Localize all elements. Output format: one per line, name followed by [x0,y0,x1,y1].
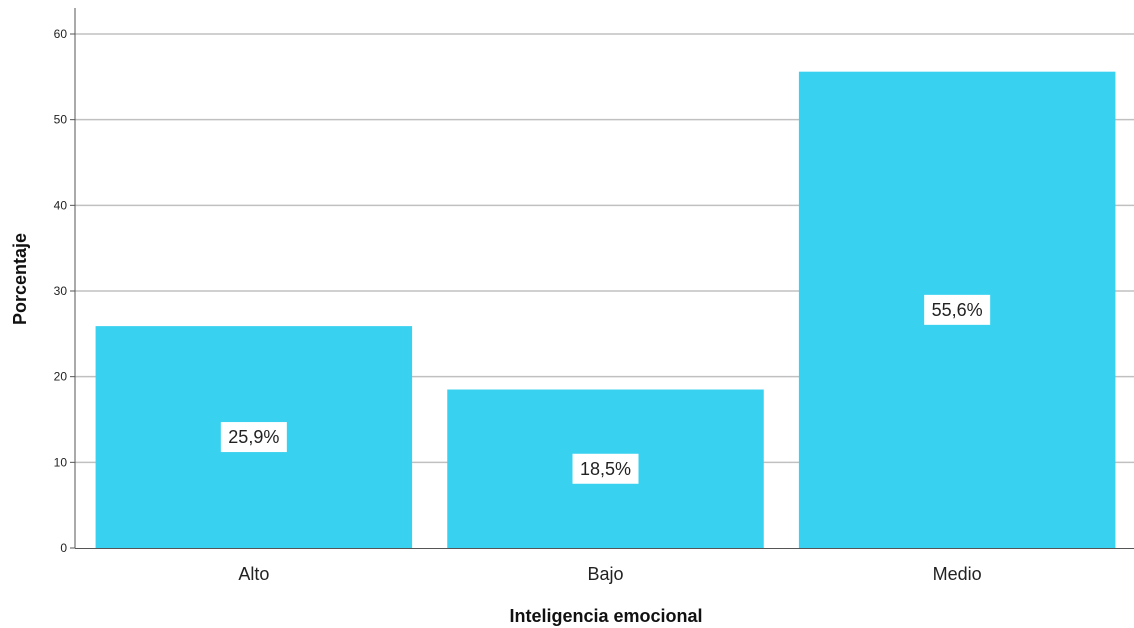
y-tick-label: 40 [54,198,68,212]
data-label: 55,6% [932,300,983,320]
y-tick-label: 0 [60,541,67,555]
y-tick-label: 20 [54,370,68,384]
y-tick-label: 60 [54,27,68,41]
x-tick-label: Medio [933,564,982,584]
data-label: 25,9% [228,427,279,447]
x-tick-label: Bajo [587,564,623,584]
data-labels: 25,9% 18,5% 55,6% [220,294,991,484]
data-label-box [220,422,287,453]
x-axis-title: Inteligencia emocional [509,606,702,626]
data-label-box [572,453,639,484]
x-tick-labels: Alto Bajo Medio [238,564,981,584]
y-tick-label: 30 [54,284,68,298]
y-tick-labels: 0 10 20 30 40 50 60 [54,27,75,555]
y-tick-label: 10 [54,455,68,469]
data-label-box [924,294,991,325]
y-tick-label: 50 [54,113,68,127]
x-tick-label: Alto [238,564,269,584]
data-label: 18,5% [580,459,631,479]
axes [74,8,1134,549]
y-axis-title: Porcentaje [10,233,30,325]
